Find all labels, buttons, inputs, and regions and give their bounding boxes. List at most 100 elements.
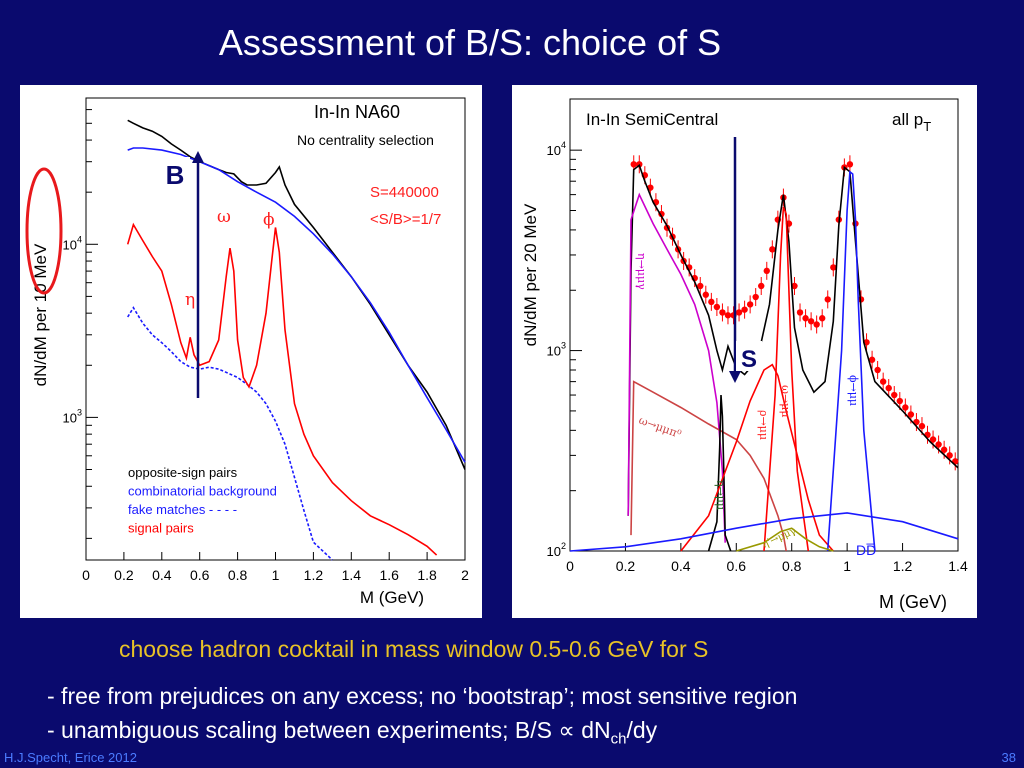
bullet-2-prefix: - unambiguous scaling between experiment… bbox=[47, 717, 559, 743]
x-tick-label: 0.8 bbox=[782, 558, 802, 574]
left-phi-label: ϕ bbox=[263, 210, 275, 230]
label-eta-direct: η→μμ bbox=[714, 480, 727, 510]
series-line-opposite-sign-pairs bbox=[127, 119, 466, 470]
legend-entry: opposite-sign pairs bbox=[128, 465, 238, 480]
data-point bbox=[702, 291, 709, 298]
data-point bbox=[819, 315, 826, 322]
right-pt-text: all p bbox=[892, 110, 923, 129]
left-ylabel: dN/dM per 10 MeV bbox=[31, 243, 50, 386]
x-tick-label: 0 bbox=[82, 567, 90, 583]
proportional-symbol: ∝ bbox=[558, 717, 575, 743]
x-tick-label: 1.6 bbox=[379, 567, 399, 583]
b-marker: B bbox=[166, 160, 185, 190]
series-line-eta-direct bbox=[707, 394, 732, 552]
right-chart: 0 0.2 0.4 0.6 0.8 1 1.2 1.4 102 103 104 dN/dM per … bbox=[521, 98, 968, 612]
x-tick-label: 0.8 bbox=[228, 567, 248, 583]
bullet-2-suffix: /dy bbox=[626, 717, 658, 743]
bullet-point-1: - free from prejudices on any excess; no… bbox=[47, 683, 798, 709]
series-line-rho bbox=[680, 363, 834, 552]
data-point bbox=[907, 411, 915, 418]
data-point bbox=[802, 315, 809, 322]
y-tick-label: 104 bbox=[63, 234, 82, 252]
right-chart-panel: 0 0.2 0.4 0.6 0.8 1 1.2 1.4 102 103 104 dN/dM per … bbox=[512, 85, 977, 618]
data-point bbox=[891, 391, 898, 399]
data-point bbox=[830, 264, 837, 271]
data-point bbox=[885, 384, 892, 392]
data-point bbox=[630, 161, 637, 168]
bullet-point-2: - unambiguous scaling between experiment… bbox=[47, 717, 657, 748]
data-point bbox=[697, 282, 704, 290]
x-tick-label: 0.4 bbox=[152, 567, 172, 583]
bullet-2-sub: ch bbox=[610, 730, 627, 748]
y-tick-label: 102 bbox=[547, 541, 566, 559]
left-chart: 0 0.2 0.4 0.6 0.8 1 1.2 1.4 1.6 1.8 2 103 104 dN/dM … bbox=[25, 97, 469, 607]
slide-title: Assessment of B/S: choice of S bbox=[218, 22, 722, 63]
b-arrow-head bbox=[192, 151, 204, 163]
bullet-2-dn: dN bbox=[574, 717, 611, 743]
legend-entry: combinatorial background bbox=[128, 484, 277, 499]
series-line-DD bbox=[569, 512, 959, 552]
x-tick-label: 0.6 bbox=[727, 558, 747, 574]
data-point bbox=[946, 452, 953, 459]
series-line-etaprime-dalitz bbox=[736, 527, 834, 552]
series-line-omega-dalitz bbox=[630, 380, 787, 552]
left-eta-label: η bbox=[185, 290, 195, 310]
data-point bbox=[708, 298, 715, 306]
data-point bbox=[746, 301, 754, 308]
left-s-value: S=440000 bbox=[370, 184, 439, 201]
x-tick-label: 1.2 bbox=[893, 558, 913, 574]
data-point bbox=[763, 267, 770, 275]
b-marker-box bbox=[158, 157, 190, 191]
data-point bbox=[724, 312, 732, 319]
x-tick-label: 1.2 bbox=[304, 567, 324, 583]
x-tick-label: 1.4 bbox=[342, 567, 362, 583]
x-tick-label: 1 bbox=[272, 567, 280, 583]
data-point bbox=[940, 446, 948, 453]
data-point bbox=[918, 422, 926, 430]
series-line-fake-matches bbox=[127, 306, 333, 561]
right-system-label: In-In SemiCentral bbox=[586, 110, 718, 129]
ylabel-highlight-circle bbox=[25, 167, 63, 295]
data-point bbox=[868, 356, 876, 363]
x-tick-label: 1.4 bbox=[948, 558, 968, 574]
slide-subtitle: choose hadron cocktail in mass window 0.… bbox=[119, 636, 709, 662]
series-line-total bbox=[627, 163, 959, 516]
data-point bbox=[846, 161, 854, 168]
data-point bbox=[741, 306, 748, 313]
label-dd: DD̅ bbox=[856, 542, 876, 558]
label-omega-dalitz: ω→μμπ⁰ bbox=[637, 414, 683, 442]
x-tick-label: 0.4 bbox=[671, 558, 691, 574]
y-tick-label: 103 bbox=[547, 341, 566, 359]
left-centrality-label: No centrality selection bbox=[297, 132, 434, 148]
series-line-combinatorial-background bbox=[127, 147, 466, 463]
footer-author: H.J.Specht, Erice 2012 bbox=[4, 750, 137, 765]
y-tick-label: 104 bbox=[547, 140, 566, 158]
x-tick-label: 2 bbox=[461, 567, 469, 583]
data-point bbox=[807, 318, 815, 325]
legend-entry: signal pairs bbox=[128, 521, 194, 536]
data-point bbox=[879, 378, 887, 385]
data-point bbox=[796, 309, 804, 316]
x-tick-label: 0.2 bbox=[616, 558, 636, 574]
series-line-omega bbox=[763, 206, 810, 552]
data-point bbox=[929, 436, 937, 443]
data-point bbox=[902, 404, 909, 411]
label-phi: ϕ→μμ bbox=[847, 375, 860, 406]
x-tick-label: 1.8 bbox=[417, 567, 437, 583]
x-tick-label: 1 bbox=[843, 558, 851, 574]
left-system-label: In-In NA60 bbox=[314, 102, 400, 122]
left-chart-panel: 0 0.2 0.4 0.6 0.8 1 1.2 1.4 1.6 1.8 2 103 104 dN/dM … bbox=[20, 85, 482, 618]
series-line-phi bbox=[826, 170, 876, 552]
data-point bbox=[713, 303, 721, 311]
data-point bbox=[896, 397, 903, 405]
s-arrow-head bbox=[729, 371, 741, 383]
data-point bbox=[752, 293, 759, 301]
right-pt-sub: T bbox=[923, 119, 931, 134]
data-point bbox=[735, 309, 743, 316]
left-xlabel: M (GeV) bbox=[360, 588, 424, 607]
s-marker-box bbox=[736, 341, 762, 371]
data-point bbox=[874, 366, 881, 374]
y-tick-label: 103 bbox=[63, 407, 82, 425]
label-eta-dalitz: η→μμγ bbox=[635, 253, 648, 290]
data-point bbox=[791, 282, 798, 290]
